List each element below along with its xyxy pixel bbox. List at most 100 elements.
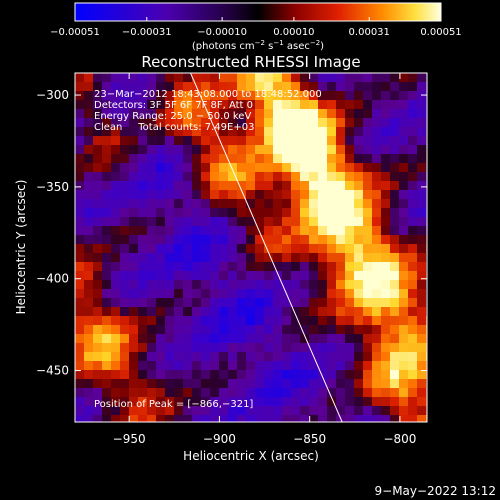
heatmap-cell [417, 226, 427, 236]
heatmap-cell [372, 298, 382, 308]
heatmap-cell [399, 379, 409, 389]
heatmap-cell [390, 181, 400, 191]
heatmap-cell [282, 370, 292, 380]
heatmap-cell [174, 343, 184, 353]
heatmap-cell [246, 109, 256, 119]
heatmap-cell [102, 271, 112, 281]
heatmap-cell [318, 91, 328, 101]
heatmap-cell [354, 334, 364, 344]
heatmap-cell [372, 253, 382, 263]
heatmap-cell [237, 118, 247, 128]
heatmap-cell [210, 82, 220, 92]
heatmap-cell [399, 91, 409, 101]
heatmap-cell [93, 73, 103, 83]
heatmap-cell [165, 415, 175, 422]
heatmap-cell [219, 334, 229, 344]
heatmap-cell [84, 280, 94, 290]
heatmap-cell [327, 100, 337, 110]
heatmap-cell [327, 370, 337, 380]
heatmap-cell [336, 316, 346, 326]
heatmap-cell [210, 307, 220, 317]
heatmap-cell [219, 244, 229, 254]
heatmap-cell [75, 289, 85, 299]
heatmap-cell [372, 73, 382, 83]
heatmap-cell [165, 109, 175, 119]
heatmap-cell [309, 235, 319, 245]
heatmap-cell [354, 226, 364, 236]
heatmap-cell [282, 325, 292, 335]
heatmap-cell [156, 397, 166, 407]
heatmap-cell [282, 127, 292, 137]
heatmap-cell [102, 163, 112, 173]
heatmap-cell [417, 190, 427, 200]
heatmap-cell [129, 73, 139, 83]
heatmap-cell [372, 163, 382, 173]
heatmap-cell [318, 289, 328, 299]
heatmap-cell [111, 109, 121, 119]
heatmap-cell [345, 190, 355, 200]
heatmap-cell [138, 388, 148, 398]
heatmap-cell [147, 217, 157, 227]
heatmap-cell [327, 415, 337, 422]
heatmap-cell [156, 145, 166, 155]
heatmap-cell [120, 388, 130, 398]
heatmap-cell [228, 172, 238, 182]
heatmap-cell [93, 217, 103, 227]
heatmap-cell [408, 298, 418, 308]
heatmap-cell [390, 217, 400, 227]
heatmap-cell [111, 154, 121, 164]
heatmap-cell [192, 145, 202, 155]
heatmap-cell [273, 73, 283, 83]
heatmap-cell [237, 361, 247, 371]
heatmap-cell [354, 190, 364, 200]
heatmap-cell [318, 253, 328, 263]
heatmap-cell [210, 406, 220, 416]
heatmap-cell [228, 136, 238, 146]
heatmap-cell [129, 343, 139, 353]
heatmap-cell [120, 190, 130, 200]
heatmap-cell [219, 154, 229, 164]
heatmap-cell [390, 280, 400, 290]
heatmap-cell [417, 82, 427, 92]
heatmap-cell [309, 163, 319, 173]
heatmap-cell [309, 172, 319, 182]
heatmap-cell [147, 109, 157, 119]
heatmap-cell [264, 127, 274, 137]
heatmap-cell [255, 406, 265, 416]
heatmap-cell [327, 388, 337, 398]
heatmap-cell [264, 307, 274, 317]
heatmap-cell [390, 352, 400, 362]
heatmap-cell [282, 100, 292, 110]
heatmap-cell [111, 334, 121, 344]
heatmap-cell [291, 406, 301, 416]
heatmap-cell [156, 73, 166, 83]
heatmap-cell [300, 109, 310, 119]
heatmap-cell [183, 343, 193, 353]
heatmap-cell [246, 244, 256, 254]
heatmap-cell [237, 190, 247, 200]
heatmap-cell [336, 370, 346, 380]
heatmap-cell [273, 379, 283, 389]
heatmap-cell [408, 109, 418, 119]
heatmap-cell [309, 190, 319, 200]
heatmap-cell [345, 271, 355, 281]
heatmap-cell [291, 127, 301, 137]
heatmap-cell [354, 136, 364, 146]
heatmap-cell [381, 172, 391, 182]
heatmap-cell [255, 172, 265, 182]
heatmap-cell [273, 154, 283, 164]
heatmap-cell [246, 271, 256, 281]
heatmap-cell [336, 91, 346, 101]
heatmap-cell [363, 145, 373, 155]
heatmap-cell [273, 316, 283, 326]
heatmap-cell [390, 172, 400, 182]
heatmap-cell [309, 136, 319, 146]
heatmap-cell [138, 325, 148, 335]
heatmap-cell [165, 118, 175, 128]
heatmap-cell [183, 289, 193, 299]
heatmap-cell [201, 316, 211, 326]
heatmap-cell [183, 388, 193, 398]
heatmap-cell [210, 73, 220, 83]
heatmap-cell [75, 343, 85, 353]
heatmap-cell [147, 199, 157, 209]
